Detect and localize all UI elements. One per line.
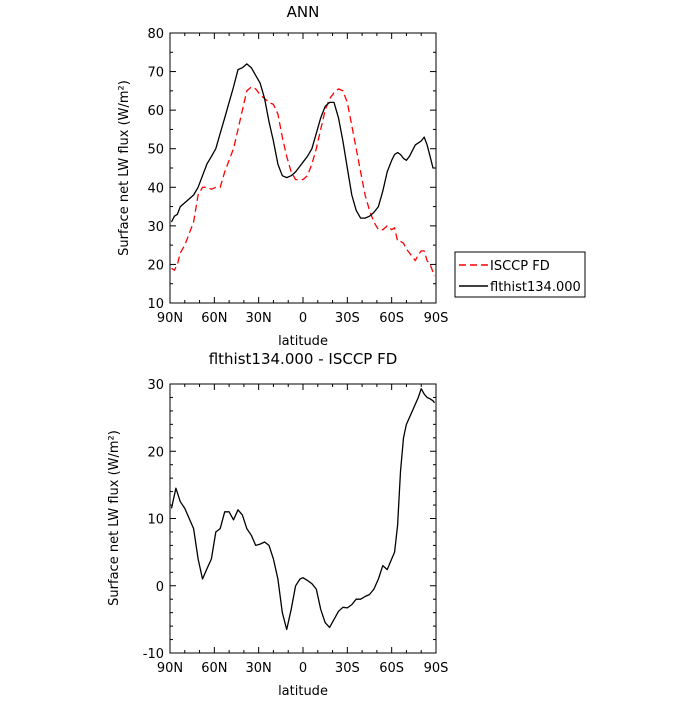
top-x-tick-label: 90N (157, 311, 183, 326)
top-x-tick-label: 0 (299, 311, 307, 326)
legend: ISCCP FD flthist134.000 (454, 251, 586, 298)
bottom-x-tick-label: 0 (299, 661, 307, 676)
bottom-y-tick-label: 0 (156, 580, 164, 595)
top-x-tick-label: 30S (335, 311, 360, 326)
legend-label-flthist: flthist134.000 (490, 280, 581, 295)
legend-box (454, 251, 586, 298)
top-series-line-1 (170, 63, 435, 223)
bottom-y-tick-label: 10 (147, 513, 164, 528)
bottom-plot-panel: 90N 60N 30N 0 30S 60S 90S -10 0 10 20 30 (143, 378, 449, 676)
top-x-axis-label: latitude (278, 334, 328, 349)
top-series-line-0 (171, 86, 436, 277)
bottom-x-tick-label: 60N (201, 661, 227, 676)
bottom-series-line-0 (170, 388, 436, 631)
bottom-y-tick-label: -10 (143, 647, 164, 662)
bottom-y-tick-label: 20 (147, 445, 164, 460)
top-x-tick-label: 30N (246, 311, 272, 326)
legend-label-isccp-fd: ISCCP FD (490, 259, 550, 274)
top-y-tick-label: 60 (147, 104, 164, 119)
bottom-x-tick-label: 30N (246, 661, 272, 676)
bottom-x-tick-label: 90N (157, 661, 183, 676)
bottom-x-axis-label: latitude (278, 684, 328, 699)
top-y-axis-label: Surface net LW flux (W/m²) (117, 80, 132, 256)
top-y-tick-label: 50 (147, 143, 164, 158)
top-y-tick-label: 70 (147, 66, 164, 81)
bottom-x-tick-label: 60S (379, 661, 404, 676)
top-y-tick-label: 30 (147, 220, 164, 235)
top-y-tick-label: 80 (147, 27, 164, 42)
bottom-y-axis-label: Surface net LW flux (W/m²) (107, 430, 122, 606)
top-x-tick-label: 60S (379, 311, 404, 326)
top-y-tick-label: 10 (147, 297, 164, 312)
top-x-tick-label: 60N (201, 311, 227, 326)
bottom-chart-title: flthist134.000 - ISCCP FD (209, 350, 398, 368)
top-chart-title: ANN (287, 3, 320, 21)
top-x-tick-label: 90S (424, 311, 449, 326)
bottom-y-tick-label: 30 (147, 378, 164, 393)
top-plot-panel: 90N 60N 30N 0 30S 60S 90S 10 20 30 40 50 60 70 80 (147, 27, 448, 326)
top-plot-frame (169, 32, 437, 304)
bottom-x-tick-label: 30S (335, 661, 360, 676)
top-y-tick-label: 20 (147, 258, 164, 273)
top-y-tick-label: 40 (147, 181, 164, 196)
bottom-x-tick-label: 90S (424, 661, 449, 676)
bottom-plot-frame (169, 383, 437, 654)
